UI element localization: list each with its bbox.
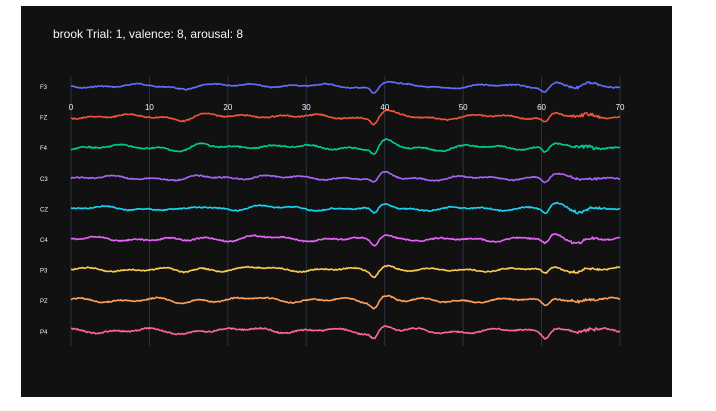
x-tick-label-70: 70 — [616, 103, 625, 112]
channel-labels: F3 FZ F4 C3 CZ C4 P3 PZ P4 — [40, 85, 48, 336]
x-tick-label-20: 20 — [223, 103, 232, 112]
x-tick-label-40: 40 — [380, 103, 389, 112]
chart-title: brook Trial: 1, valence: 8, arousal: 8 — [53, 27, 244, 41]
channel-label-c3: C3 — [40, 177, 48, 183]
x-tick-label-30: 30 — [302, 103, 311, 112]
chart-figure: brook Trial: 1, valence: 8, arousal: 8 0… — [21, 6, 672, 397]
trace-p3 — [70, 264, 621, 279]
channel-label-pz: PZ — [40, 299, 48, 305]
channel-label-f3: F3 — [40, 85, 48, 91]
channel-label-fz: FZ — [40, 116, 48, 122]
trace-cz — [70, 201, 621, 215]
x-tick-label-0: 0 — [69, 103, 74, 112]
grid-lines — [70, 76, 621, 346]
channel-label-p3: P3 — [40, 269, 48, 275]
trace-f4 — [70, 138, 621, 155]
channel-label-p4: P4 — [40, 330, 48, 336]
channel-label-f4: F4 — [40, 146, 48, 152]
channel-label-cz: CZ — [40, 207, 48, 213]
channel-label-c4: C4 — [40, 238, 48, 244]
x-axis-ticks: 0 10 20 30 40 50 60 70 — [69, 103, 625, 112]
trace-c3 — [70, 170, 621, 184]
trace-fz — [70, 109, 621, 126]
eeg-traces — [70, 80, 621, 340]
trace-pz — [70, 294, 621, 310]
trace-c4 — [70, 233, 621, 247]
x-tick-label-50: 50 — [459, 103, 468, 112]
eeg-plot: 0 10 20 30 40 50 60 70 F3 FZ F4 C3 CZ C4 P3 PZ P4 — [40, 76, 625, 346]
x-tick-label-60: 60 — [537, 103, 546, 112]
trace-f3 — [70, 80, 621, 94]
trace-p4 — [70, 324, 621, 340]
x-tick-label-10: 10 — [145, 103, 154, 112]
